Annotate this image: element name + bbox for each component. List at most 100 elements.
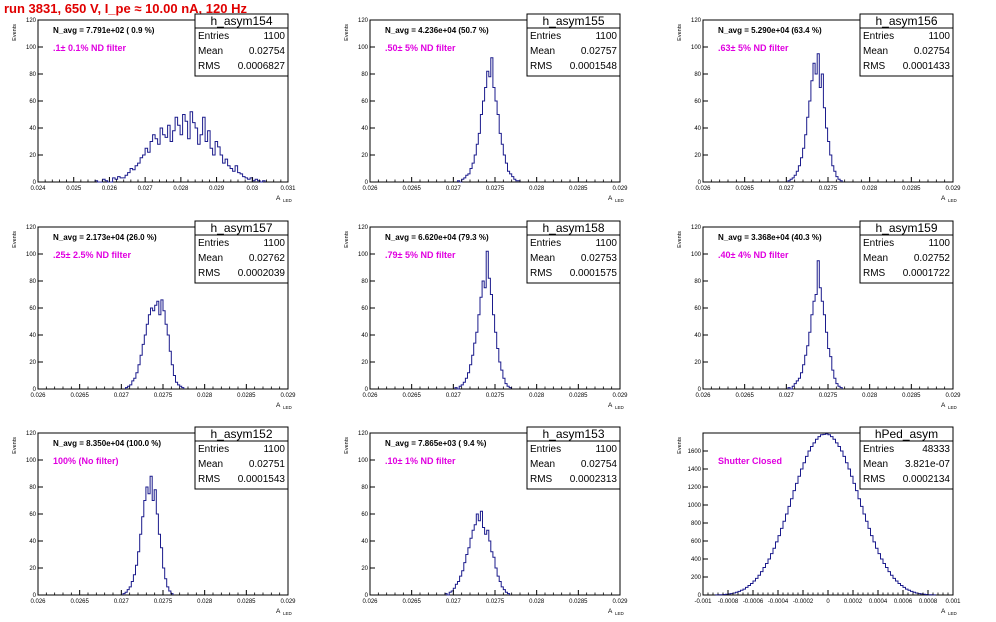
y-tick-label: 1400 [688, 467, 702, 473]
x-tick-label: 0.026 [30, 393, 46, 399]
y-tick-label: 120 [26, 431, 37, 437]
histogram-name: h_asym156 [875, 14, 937, 28]
y-tick-label: 60 [29, 306, 36, 312]
stats-mean-label: Mean [198, 46, 223, 57]
x-tick-label: 0.027 [138, 186, 154, 192]
x-axis-title: A [941, 608, 946, 615]
x-axis-title: A [608, 195, 613, 202]
y-tick-label: 40 [361, 539, 368, 545]
x-axis-subscript: LED [948, 405, 958, 410]
x-tick-label: 0.027 [114, 393, 130, 399]
histogram-panel-h_asym154: 0.024 0.025 0.026 0.027 0.028 0.029 0.03 0.031 0… [12, 13, 296, 203]
stats-entries-label: Entries [530, 238, 561, 249]
stats-rms-label: RMS [530, 474, 553, 485]
y-tick-label: 80 [29, 485, 36, 491]
x-tick-label: 0.029 [280, 599, 296, 605]
x-axis-title: A [276, 402, 281, 409]
y-tick-label: 20 [29, 360, 36, 366]
x-tick-label: 0.031 [280, 186, 296, 192]
y-tick-label: 100 [691, 252, 702, 258]
x-axis-subscript: LED [283, 405, 293, 410]
x-tick-label: 0.0265 [70, 599, 89, 605]
x-tick-label: 0.0275 [486, 186, 505, 192]
y-tick-label: 400 [691, 557, 702, 563]
stats-box [526, 426, 621, 490]
x-tick-label: 0.028 [862, 393, 878, 399]
y-tick-label: 1000 [688, 503, 702, 509]
histogram-panel-h_asym152: 0.026 0.0265 0.027 0.0275 0.028 0.0285 0.029 0 2… [12, 426, 296, 616]
x-tick-label: 0.0275 [486, 393, 505, 399]
stats-box [859, 220, 954, 284]
y-tick-label: 100 [358, 252, 369, 258]
histogram-panel-h_asym156: 0.026 0.0265 0.027 0.0275 0.028 0.0285 0.029 0 2… [677, 13, 961, 203]
stats-entries-label: Entries [863, 31, 894, 42]
histogram-line [125, 299, 185, 389]
x-tick-label: 0.028 [173, 186, 189, 192]
stats-entries-label: Entries [198, 444, 229, 455]
filter-label: .63± 5% ND filter [718, 43, 789, 53]
x-tick-label: 0.026 [362, 186, 378, 192]
run-title: run 3831, 650 V, I_pe ≈ 10.00 nA, 120 Hz [4, 1, 247, 16]
x-axis-subscript: LED [615, 198, 625, 203]
y-tick-label: 0 [698, 387, 702, 393]
stats-rms-label: RMS [863, 268, 886, 279]
histogram-line [94, 111, 266, 183]
y-axis-title: Events [677, 24, 683, 41]
filter-label: Shutter Closed [718, 456, 782, 466]
y-tick-label: 60 [361, 306, 368, 312]
y-tick-label: 40 [29, 539, 36, 545]
x-tick-label: 0.001 [945, 599, 961, 605]
y-tick-label: 40 [29, 126, 36, 132]
stats-mean-value: 0.02762 [249, 253, 286, 264]
x-axis-title: A [608, 402, 613, 409]
x-tick-label: -0.0002 [793, 599, 814, 605]
x-tick-label: 0.0008 [919, 599, 938, 605]
histogram-name: h_asym152 [210, 427, 272, 441]
x-tick-label: 0.03 [246, 186, 258, 192]
y-tick-label: 0 [33, 180, 37, 186]
histogram-panel-hPed_asym: -0.001 -0.0008 -0.0006 -0.0004 -0.0002 0 0.000… [677, 426, 961, 616]
filter-label: .10± 1% ND filter [385, 456, 456, 466]
stats-rms-value: 0.0006827 [238, 61, 286, 72]
y-tick-label: 80 [694, 279, 701, 285]
x-tick-label: 0.029 [280, 393, 296, 399]
x-tick-label: 0.0285 [569, 599, 588, 605]
filter-label: .79± 5% ND filter [385, 250, 456, 260]
stats-mean-value: 0.02753 [581, 253, 618, 264]
x-tick-label: 0.026 [102, 186, 118, 192]
y-tick-label: 120 [26, 18, 37, 24]
stats-rms-value: 0.0001433 [903, 61, 951, 72]
stats-mean-label: Mean [863, 46, 888, 57]
x-tick-label: 0.0285 [902, 186, 921, 192]
stats-rms-label: RMS [863, 61, 886, 72]
y-tick-label: 80 [29, 72, 36, 78]
x-tick-label: -0.0004 [768, 599, 789, 605]
x-tick-label: 0.024 [30, 186, 46, 192]
y-axis-title: Events [344, 24, 350, 41]
stats-entries-value: 1100 [595, 444, 617, 455]
histogram-name: h_asym159 [875, 221, 937, 235]
x-tick-label: 0.029 [612, 393, 628, 399]
stats-mean-value: 0.02757 [581, 46, 618, 57]
x-tick-label: 0.028 [197, 599, 213, 605]
n-avg-label: N_avg = 7.791e+02 ( 0.9 %) [53, 26, 155, 35]
y-tick-label: 120 [691, 18, 702, 24]
stats-entries-label: Entries [530, 31, 561, 42]
histogram-line [715, 433, 936, 596]
x-tick-label: 0.0265 [402, 186, 421, 192]
y-tick-label: 0 [365, 387, 369, 393]
y-axis-title: Events [344, 231, 350, 248]
histogram-panel-h_asym153: 0.026 0.0265 0.027 0.0275 0.028 0.0285 0.029 0 2… [344, 426, 628, 616]
histogram-line [122, 475, 174, 595]
stats-mean-label: Mean [863, 253, 888, 264]
y-tick-label: 20 [694, 360, 701, 366]
y-tick-label: 0 [365, 593, 369, 599]
stats-rms-label: RMS [530, 61, 553, 72]
stats-rms-value: 0.0002313 [570, 474, 618, 485]
histogram-name: h_asym153 [542, 427, 604, 441]
x-tick-label: 0.0275 [154, 393, 173, 399]
stats-mean-label: Mean [530, 459, 555, 470]
stats-entries-value: 1100 [263, 31, 285, 42]
n-avg-label: N_avg = 6.620e+04 (79.3 %) [385, 233, 489, 242]
